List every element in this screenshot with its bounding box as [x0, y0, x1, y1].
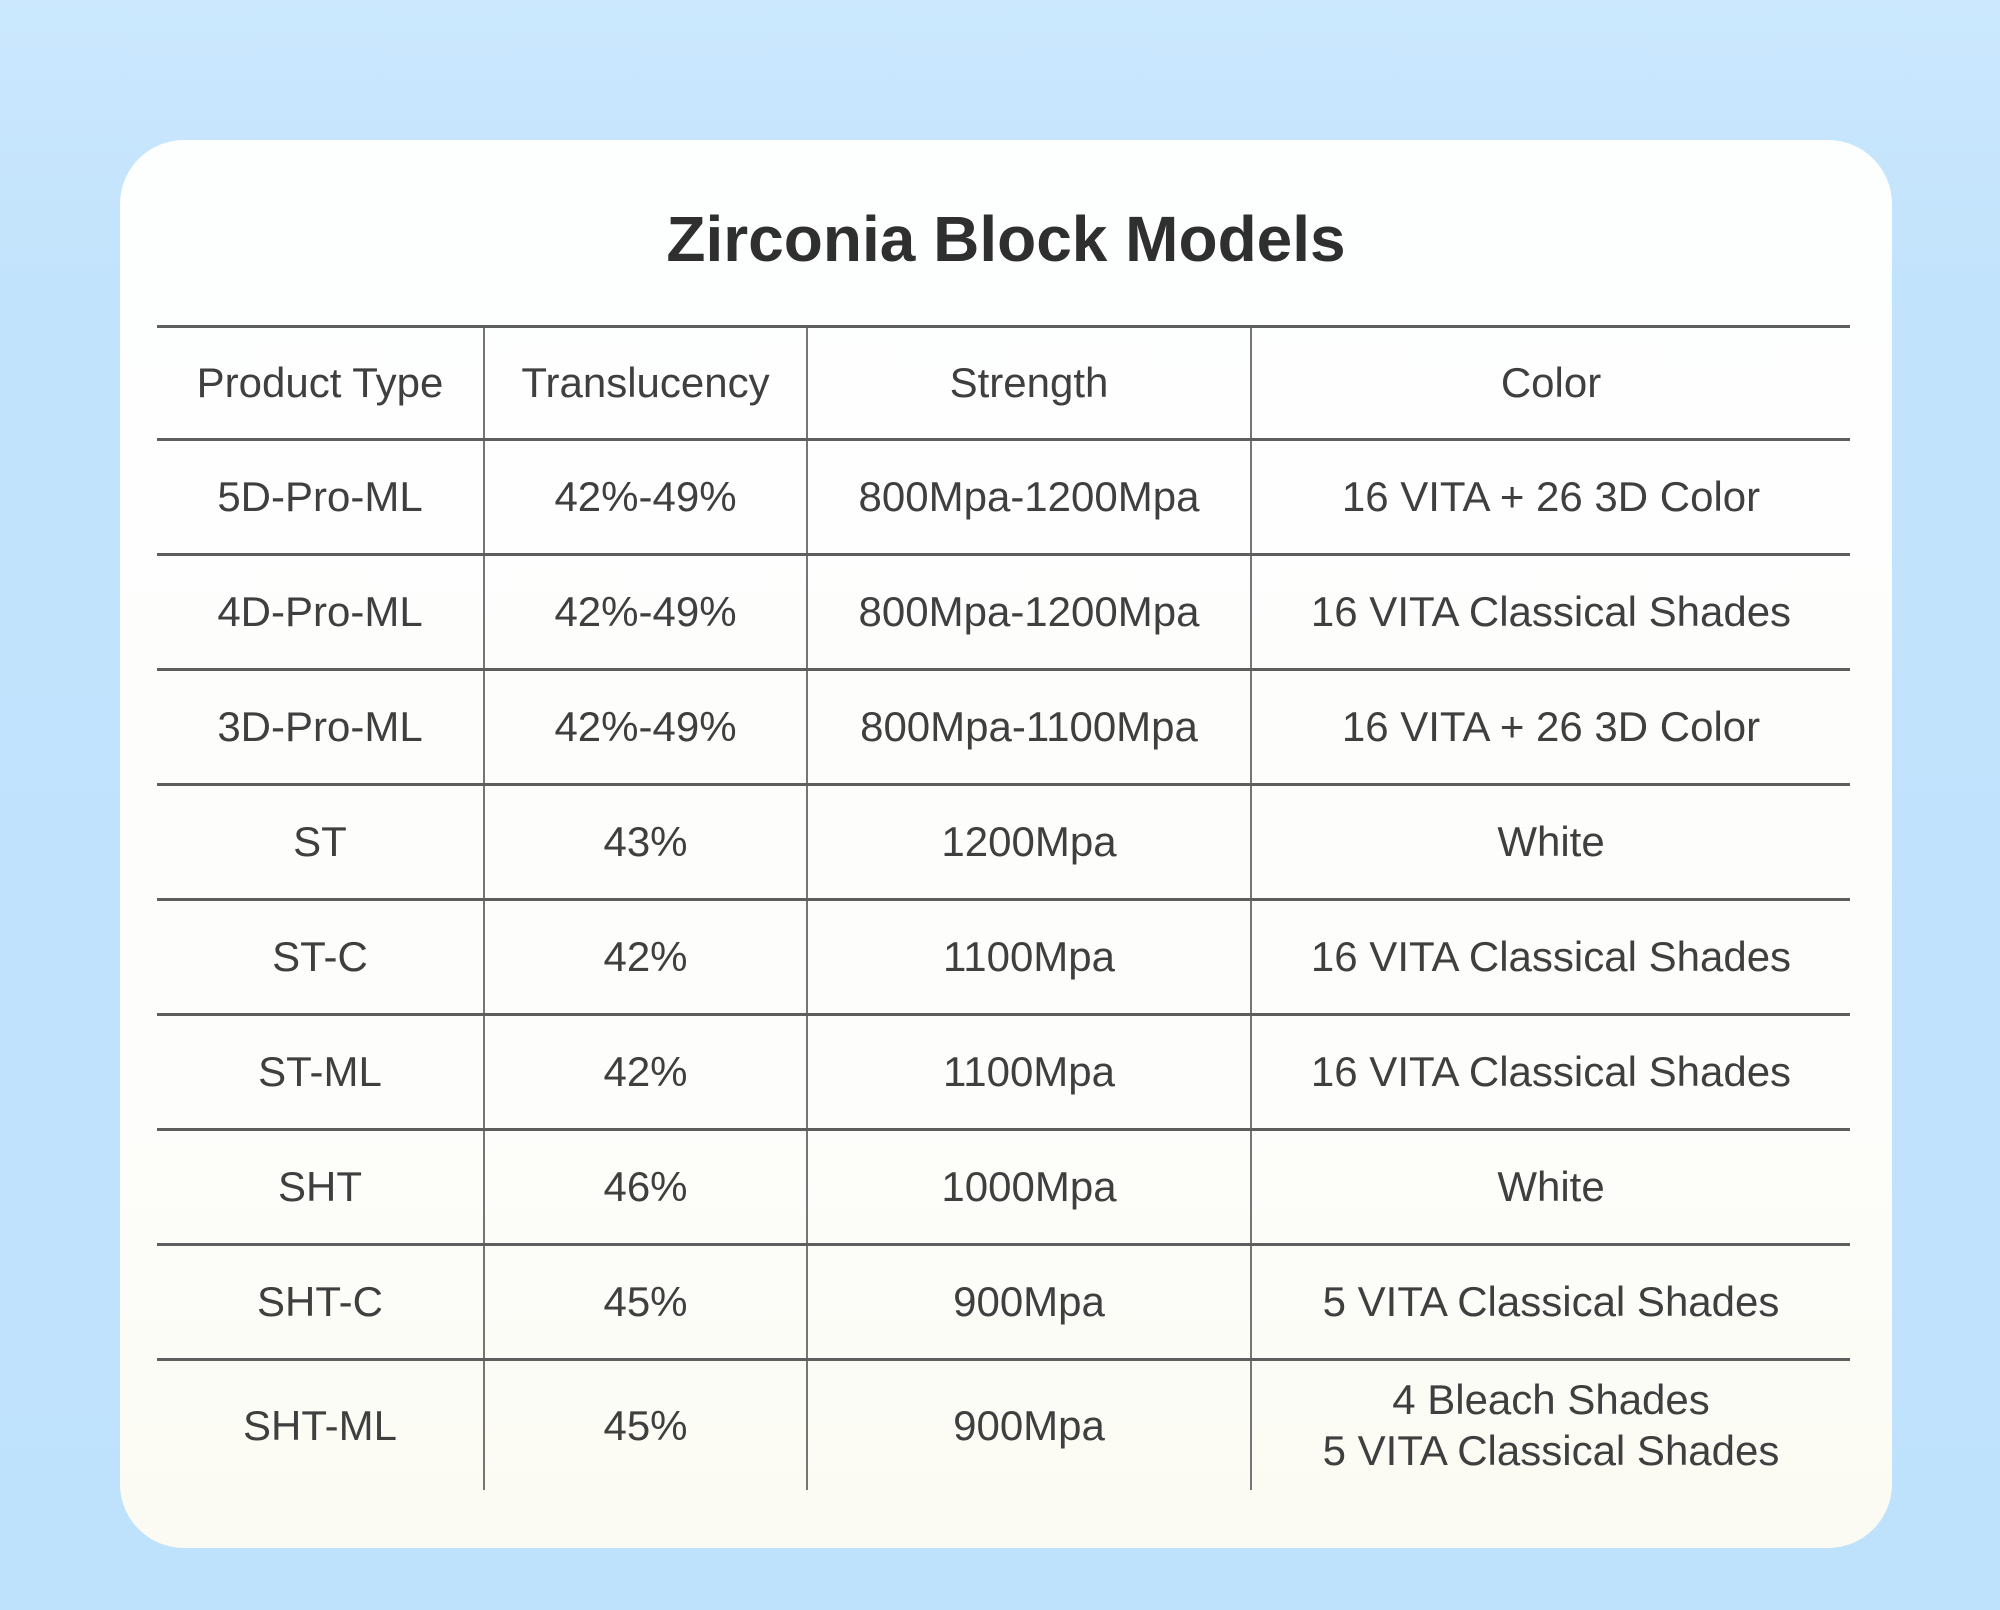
cell-strength: 1000Mpa: [807, 1129, 1252, 1245]
cell-strength: 800Mpa-1200Mpa: [807, 554, 1252, 670]
table-row: SHT 46% 1000Mpa White: [157, 1129, 1850, 1245]
cell-color: 16 VITA Classical Shades: [1310, 1048, 1792, 1096]
cell-color: 4 Bleach Shades 5 VITA Classical Shades: [1322, 1376, 1780, 1475]
cell-strength: 800Mpa-1100Mpa: [807, 669, 1252, 785]
page-title: Zirconia Block Models: [666, 203, 1346, 275]
cell-strength: 900Mpa: [807, 1359, 1252, 1490]
cell-strength: 800Mpa-1200Mpa: [807, 439, 1252, 555]
cell-color: 16 VITA + 26 3D Color: [1341, 703, 1761, 751]
cell-translucency: 46%: [484, 1129, 808, 1245]
cell-product-type: SHT-ML: [157, 1359, 485, 1490]
cell-color: White: [1497, 818, 1605, 866]
cell-translucency: 45%: [484, 1244, 808, 1360]
cell-color: 16 VITA Classical Shades: [1310, 588, 1792, 636]
column-header-strength: Strength: [807, 326, 1252, 440]
cell-color: 16 VITA + 26 3D Color: [1341, 473, 1761, 521]
cell-translucency: 42%: [484, 899, 808, 1015]
cell-strength: 1100Mpa: [807, 1014, 1252, 1130]
zirconia-spec-table: Product Type Translucency Strength Color…: [157, 325, 1850, 1490]
column-header-product-type: Product Type: [157, 326, 485, 440]
cell-product-type: ST-C: [157, 899, 485, 1015]
cell-product-type: 4D-Pro-ML: [157, 554, 485, 670]
cell-translucency: 43%: [484, 784, 808, 900]
table-body: 5D-Pro-ML 42%-49% 800Mpa-1200Mpa 16 VITA + …: [157, 439, 1850, 1490]
cell-product-type: 5D-Pro-ML: [157, 439, 485, 555]
cell-color: 16 VITA Classical Shades: [1310, 933, 1792, 981]
column-header-translucency: Translucency: [484, 326, 808, 440]
cell-translucency: 42%-49%: [484, 439, 808, 555]
table-row: SHT-C 45% 900Mpa 5 VITA Classical Shades: [157, 1244, 1850, 1360]
cell-strength: 1200Mpa: [807, 784, 1252, 900]
table-row: 4D-Pro-ML 42%-49% 800Mpa-1200Mpa 16 VITA Cl…: [157, 554, 1850, 670]
table-row: ST-ML 42% 1100Mpa 16 VITA Classical Shades: [157, 1014, 1850, 1130]
table-row: 5D-Pro-ML 42%-49% 800Mpa-1200Mpa 16 VITA + …: [157, 439, 1850, 555]
spec-card: Zirconia Block Models Product Type Trans…: [120, 140, 1892, 1548]
column-header-color: Color: [1500, 359, 1602, 407]
table-row: SHT-ML 45% 900Mpa 4 Bleach Shades 5 VITA Cl…: [157, 1359, 1850, 1490]
cell-strength: 900Mpa: [807, 1244, 1252, 1360]
cell-translucency: 42%-49%: [484, 554, 808, 670]
table-row: ST 43% 1200Mpa White: [157, 784, 1850, 900]
table-header-row: Product Type Translucency Strength Color: [157, 326, 1850, 440]
cell-product-type: ST-ML: [157, 1014, 485, 1130]
cell-color: 5 VITA Classical Shades: [1322, 1278, 1780, 1326]
cell-product-type: ST: [157, 784, 485, 900]
cell-translucency: 42%-49%: [484, 669, 808, 785]
cell-strength: 1100Mpa: [807, 899, 1252, 1015]
cell-product-type: SHT: [157, 1129, 485, 1245]
cell-translucency: 45%: [484, 1359, 808, 1490]
table-row: 3D-Pro-ML 42%-49% 800Mpa-1100Mpa 16 VITA + …: [157, 669, 1850, 785]
cell-color: White: [1497, 1163, 1605, 1211]
cell-product-type: SHT-C: [157, 1244, 485, 1360]
cell-translucency: 42%: [484, 1014, 808, 1130]
cell-product-type: 3D-Pro-ML: [157, 669, 485, 785]
table-row: ST-C 42% 1100Mpa 16 VITA Classical Shades: [157, 899, 1850, 1015]
